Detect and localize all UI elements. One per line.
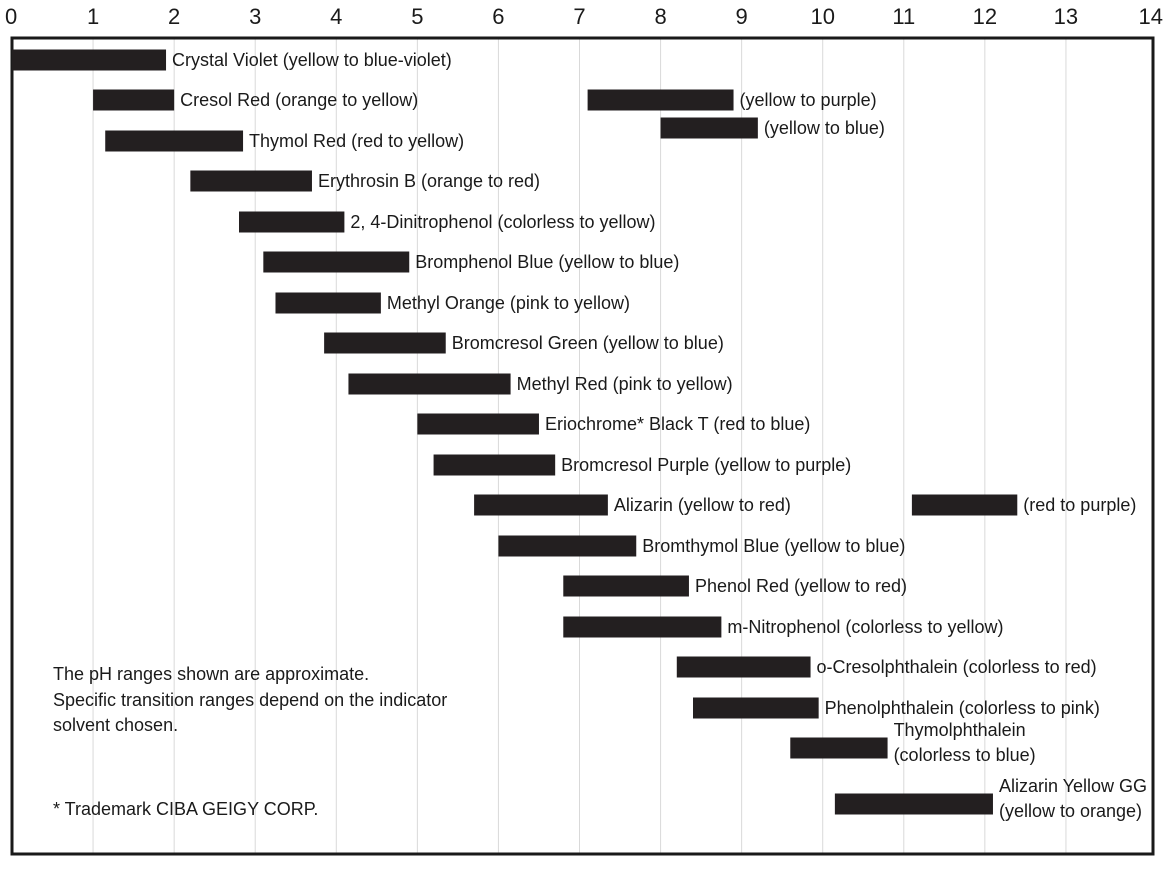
- indicator-range-bar: [417, 413, 539, 435]
- indicator-label: Thymol Red (red to yellow): [249, 131, 464, 151]
- indicator-range-bar: [263, 251, 410, 273]
- indicator-label: Bromthymol Blue (yellow to blue): [642, 536, 905, 556]
- indicator-label: m-Nitrophenol (colorless to yellow): [727, 617, 1003, 637]
- note-line: Specific transition ranges depend on the…: [53, 690, 447, 710]
- x-tick-label: 3: [249, 4, 261, 29]
- indicator-label: Methyl Red (pink to yellow): [517, 374, 733, 394]
- indicator-label: Crystal Violet (yellow to blue-violet): [172, 50, 452, 70]
- x-tick-label: 0: [5, 4, 17, 29]
- indicator-label: Alizarin (yellow to red): [614, 495, 791, 515]
- indicator-label: Methyl Orange (pink to yellow): [387, 293, 630, 313]
- indicator-range-bar: [693, 697, 819, 719]
- indicator-range-bar: [563, 575, 689, 597]
- indicator-label: Thymolphthalein: [894, 720, 1026, 740]
- plot-frame: [10, 36, 1155, 856]
- indicator-label: Eriochrome* Black T (red to blue): [545, 414, 810, 434]
- indicator-range-bar: [587, 89, 734, 111]
- indicator-label: Bromcresol Purple (yellow to purple): [561, 455, 851, 475]
- x-tick-label: 2: [168, 4, 180, 29]
- indicator-label: Alizarin Yellow GG: [999, 776, 1147, 796]
- indicator-label: (yellow to purple): [740, 90, 877, 110]
- indicator-range-bar: [563, 616, 722, 638]
- x-tick-label: 6: [492, 4, 504, 29]
- indicator-range-bar: [474, 494, 608, 516]
- x-tick-label: 7: [573, 4, 585, 29]
- indicator-label: (colorless to blue): [894, 745, 1036, 765]
- x-tick-label: 9: [736, 4, 748, 29]
- indicator-label: Phenol Red (yellow to red): [695, 576, 907, 596]
- x-tick-label: 4: [330, 4, 342, 29]
- indicator-label: Bromphenol Blue (yellow to blue): [415, 252, 679, 272]
- note-line: solvent chosen.: [53, 715, 178, 735]
- indicator-range-bar: [93, 89, 175, 111]
- x-tick-label: 5: [411, 4, 423, 29]
- indicator-label: (red to purple): [1023, 495, 1136, 515]
- indicator-range-bar: [105, 130, 244, 152]
- indicator-label: Cresol Red (orange to yellow): [180, 90, 418, 110]
- indicator-range-bar: [911, 494, 1018, 516]
- x-tick-label: 11: [892, 4, 915, 29]
- x-tick-label: 10: [810, 4, 834, 29]
- indicator-range-bar: [12, 49, 167, 71]
- indicator-label: Phenolphthalein (colorless to pink): [825, 698, 1100, 718]
- indicator-range-bar: [433, 454, 556, 476]
- indicator-range-bar: [676, 656, 811, 678]
- footnote: * Trademark CIBA GEIGY CORP.: [53, 799, 318, 819]
- indicator-bars: [12, 49, 1018, 815]
- indicator-range-bar: [324, 332, 446, 354]
- indicator-label: Erythrosin B (orange to red): [318, 171, 540, 191]
- indicator-label: (yellow to blue): [764, 118, 885, 138]
- indicator-range-bar: [239, 211, 345, 233]
- x-tick-label: 14: [1139, 4, 1163, 29]
- note-line: The pH ranges shown are approximate.: [53, 664, 369, 684]
- x-tick-label: 12: [973, 4, 997, 29]
- indicator-label: 2, 4-Dinitrophenol (colorless to yellow): [350, 212, 655, 232]
- indicator-range-bar: [498, 535, 637, 557]
- indicator-range-bar: [275, 292, 381, 314]
- indicator-label: o-Cresolphthalein (colorless to red): [817, 657, 1097, 677]
- indicator-labels: Crystal Violet (yellow to blue-violet) Cr…: [172, 50, 1147, 821]
- indicator-range-bar: [790, 737, 888, 759]
- indicator-range-bar: [660, 117, 758, 139]
- x-tick-label: 1: [87, 4, 99, 29]
- notes: The pH ranges shown are approximate. Spe…: [53, 664, 447, 819]
- indicator-label: Bromcresol Green (yellow to blue): [452, 333, 724, 353]
- indicator-range-bar: [834, 793, 993, 815]
- x-tick-labels: 0 1 2 3 4 5 6 7 8 9 10 11 12 13 14: [5, 4, 1163, 29]
- indicator-label: (yellow to orange): [999, 801, 1142, 821]
- x-tick-label: 13: [1054, 4, 1078, 29]
- indicator-range-bar: [348, 373, 511, 395]
- x-tick-label: 8: [654, 4, 666, 29]
- indicator-range-bar: [190, 170, 312, 192]
